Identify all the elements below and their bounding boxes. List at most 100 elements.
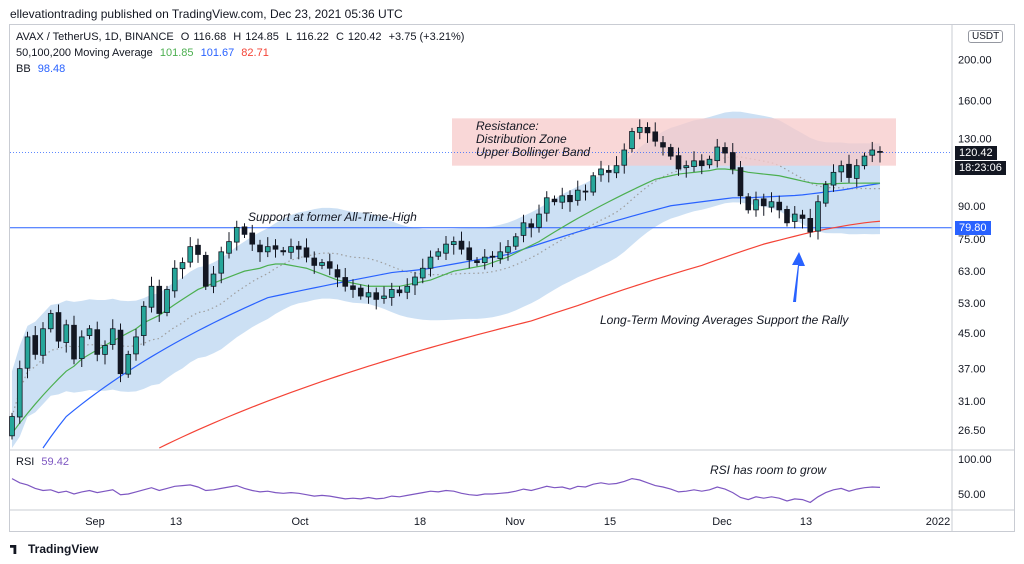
ma200-line xyxy=(158,220,881,449)
candle-body xyxy=(768,201,775,208)
bollinger-band xyxy=(11,111,881,449)
candle-body xyxy=(512,236,519,247)
candle-body xyxy=(590,175,597,193)
candle-body xyxy=(877,150,883,153)
y-tick-label: 200.00 xyxy=(958,54,992,66)
candle-body xyxy=(466,247,473,261)
candle-body xyxy=(784,209,790,224)
candle-body xyxy=(497,251,504,259)
candle-body xyxy=(660,142,666,148)
candle-body xyxy=(319,262,325,266)
candle-body xyxy=(133,336,139,355)
bollinger-fill xyxy=(12,111,880,449)
candle-body xyxy=(171,267,178,292)
candle-body xyxy=(822,184,829,204)
candle-body xyxy=(295,245,302,250)
annotation-arrow xyxy=(792,252,805,302)
x-tick-label: 2022 xyxy=(926,516,950,528)
candle-body xyxy=(582,190,589,193)
low-value: 116.22 xyxy=(296,31,329,43)
candle-body xyxy=(86,328,93,336)
candle-body xyxy=(861,155,868,167)
candle-body xyxy=(140,305,147,336)
bb-legend[interactable]: BB 98.48 xyxy=(16,63,69,75)
candle-body xyxy=(481,256,488,264)
candle-body xyxy=(838,165,845,173)
ma-legend[interactable]: 50,100,200 Moving Average 101.85 101.67 … xyxy=(16,47,273,59)
candle-body xyxy=(799,214,806,219)
candle-body xyxy=(303,247,310,258)
candle-body xyxy=(117,329,124,375)
publisher-line: ellevationtrading published on TradingVi… xyxy=(10,7,403,21)
ma-support-note: Long-Term Moving Averages Support the Ra… xyxy=(600,313,849,327)
candle-body xyxy=(9,416,15,437)
candle-body xyxy=(567,194,573,203)
candle-body xyxy=(815,201,821,232)
candle-body xyxy=(16,368,23,418)
rsi-line xyxy=(11,477,881,504)
candle-body xyxy=(47,313,54,330)
change-value: +3.75 (+3.21%) xyxy=(388,31,465,43)
candle-body xyxy=(722,147,728,154)
candle-body xyxy=(760,198,767,207)
y-tick-label: 160.00 xyxy=(958,95,992,107)
candle-body xyxy=(388,289,395,298)
candle-body xyxy=(249,232,256,245)
candle-body xyxy=(830,171,837,186)
ma200-value: 82.71 xyxy=(241,47,269,59)
candle-body xyxy=(791,213,798,222)
x-tick-label: 13 xyxy=(800,516,812,528)
y-tick-label: 45.00 xyxy=(958,328,986,340)
candle-body xyxy=(443,243,449,254)
candle-body xyxy=(714,146,721,162)
candle-body xyxy=(536,213,542,228)
resistance-line-3: Upper Bollinger Band xyxy=(476,145,591,159)
x-tick-label: Nov xyxy=(505,516,525,528)
candle-body xyxy=(667,147,674,157)
countdown-badge: 18:23:06 xyxy=(955,161,1006,175)
high-value: 124.85 xyxy=(245,31,279,43)
candle-body xyxy=(528,223,535,228)
rsi-legend[interactable]: RSI 59.42 xyxy=(16,456,73,468)
y-tick-label: 75.00 xyxy=(958,234,986,246)
candle-body xyxy=(63,324,70,343)
candle-body xyxy=(846,163,852,178)
candle-body xyxy=(241,226,248,235)
candle-body xyxy=(148,285,155,308)
candles xyxy=(9,119,883,440)
resistance-zone xyxy=(452,118,896,166)
candle-body xyxy=(357,287,364,297)
y-tick-label: 130.00 xyxy=(958,133,992,145)
candle-body xyxy=(683,165,690,169)
candle-body xyxy=(396,289,403,294)
currency-button[interactable]: USDT xyxy=(968,30,1004,43)
candle-body xyxy=(40,328,46,356)
candle-body xyxy=(505,246,511,253)
ma50-line xyxy=(11,168,880,434)
candle-body xyxy=(807,218,814,233)
candle-body xyxy=(226,241,232,254)
x-tick-label: Oct xyxy=(291,516,308,528)
candle-body xyxy=(737,167,744,197)
symbol-legend[interactable]: AVAX / TetherUS, 1D, BINANCE O 116.68 H 12… xyxy=(16,31,465,43)
resistance-line-2: Distribution Zone xyxy=(476,132,567,146)
candle-body xyxy=(288,246,294,253)
x-tick-label: 15 xyxy=(604,516,616,528)
candle-body xyxy=(164,289,170,313)
candle-body xyxy=(373,292,380,300)
candle-body xyxy=(458,240,465,250)
support-badge: 79.80 xyxy=(955,221,991,235)
candle-body xyxy=(272,245,279,250)
candle-body xyxy=(706,158,713,166)
y-tick-label: 26.50 xyxy=(958,425,986,437)
open-value: 116.68 xyxy=(193,31,227,43)
candle-body xyxy=(869,149,876,156)
rsi-value: 59.42 xyxy=(41,456,69,468)
footer-brand[interactable]: TradingView xyxy=(10,542,98,556)
candle-body xyxy=(187,246,194,263)
candle-body xyxy=(32,335,39,355)
ma50-value: 101.85 xyxy=(159,47,194,59)
up-arrow-icon xyxy=(792,252,805,302)
ma100-value: 101.67 xyxy=(200,47,235,59)
